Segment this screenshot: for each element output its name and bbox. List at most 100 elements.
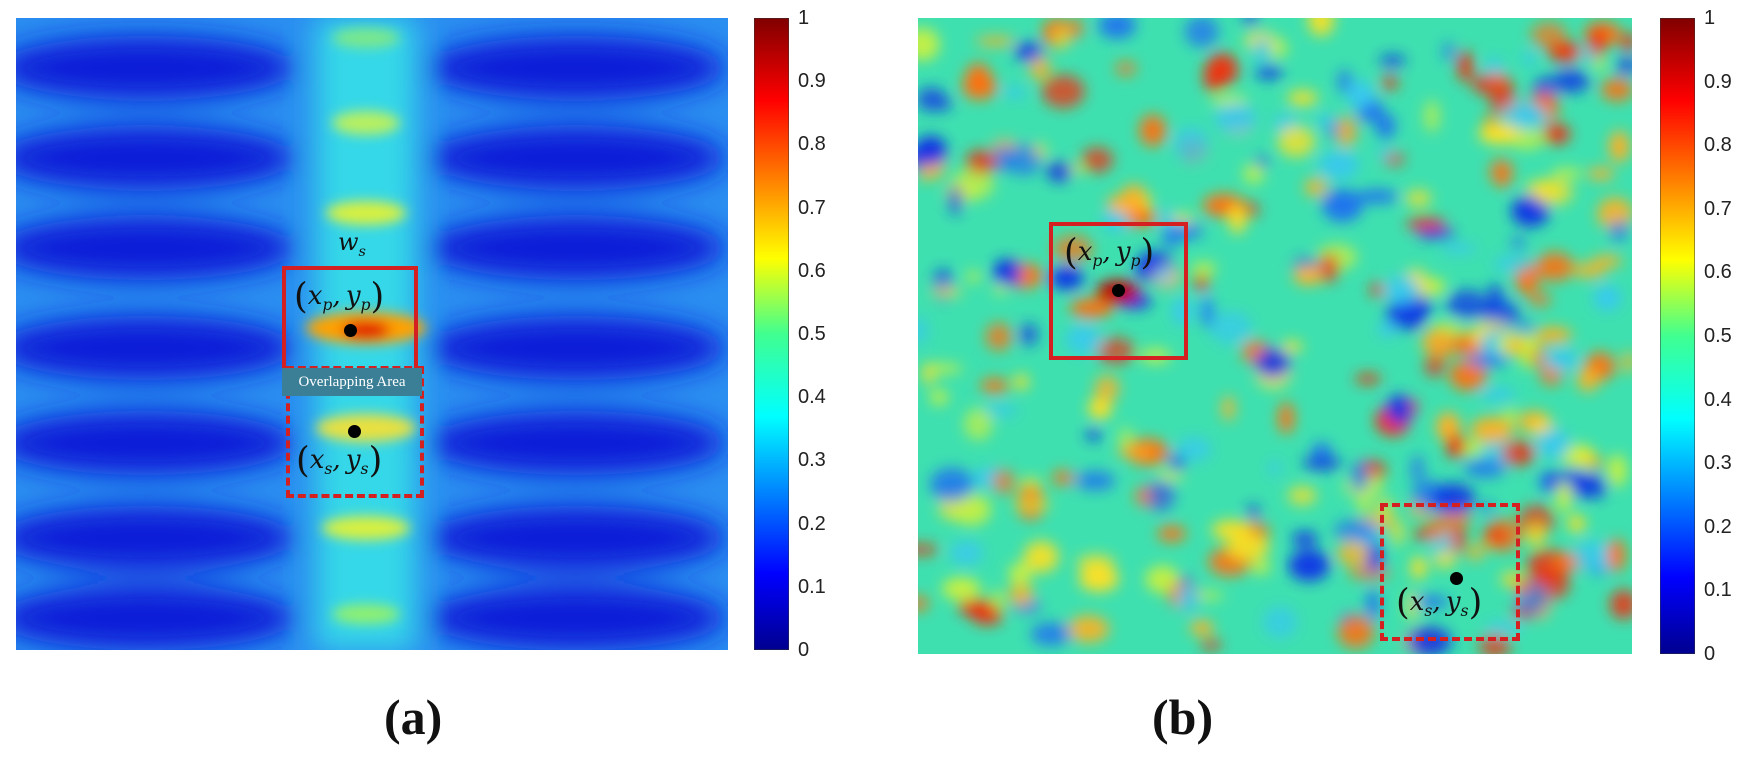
window-size-label: ws [338, 228, 366, 260]
heatmap-blob [1302, 455, 1342, 471]
heatmap-blob [918, 135, 947, 166]
heatmap-blob [1251, 560, 1271, 575]
heatmap-blob [1052, 470, 1074, 486]
secondary-point-label: (xs, ys) [296, 440, 383, 481]
heatmap-blob [1215, 103, 1256, 134]
heatmap-band [426, 216, 726, 280]
heatmap-blob [1410, 556, 1427, 579]
heatmap-blob [1478, 123, 1520, 145]
colorbar-tick-label: 0.5 [1704, 325, 1732, 347]
heatmap-peak [332, 28, 400, 48]
heatmap-blob [1065, 323, 1102, 355]
primary-point-label-b: (xp, yp) [1064, 232, 1155, 273]
heatmap-blob [992, 258, 1021, 287]
heatmap-blob [1067, 615, 1110, 643]
panel-label-a: (a) [384, 689, 443, 745]
heatmap-blob [1247, 504, 1260, 519]
heatmap-blob [1521, 49, 1538, 68]
heatmap-blob [949, 185, 963, 216]
heatmap-blob [985, 322, 1012, 351]
heatmap-blob [1593, 285, 1621, 311]
heatmap-blob [1610, 220, 1628, 242]
heatmap-blob [1483, 527, 1508, 545]
heatmap-blob [1009, 562, 1032, 586]
heatmap-band [16, 216, 296, 280]
heatmap-blob [1176, 436, 1212, 462]
heatmap-band [16, 506, 296, 570]
heatmap-blob [1503, 101, 1548, 129]
heatmap-blob [1607, 454, 1627, 488]
heatmap-blob [1609, 589, 1632, 620]
heatmap-blob [1464, 458, 1506, 479]
heatmap-blob [1391, 518, 1404, 547]
colorbar-tick-label: 0.2 [1704, 515, 1732, 538]
heatmap-blob [1493, 254, 1535, 274]
heatmap-blob [1528, 291, 1552, 307]
heatmap-blob [1115, 61, 1137, 76]
heatmap-blob [1222, 395, 1235, 421]
heatmap-blob [1209, 311, 1253, 345]
heatmap-band [426, 411, 726, 475]
heatmap-blob [1014, 42, 1043, 62]
heatmap-blob [1008, 582, 1034, 608]
heatmap-blob [1484, 57, 1504, 74]
heatmap-blob [1450, 526, 1466, 554]
heatmap-blob [1567, 514, 1586, 533]
heatmap-blob [1365, 538, 1383, 572]
heatmap-blob [949, 540, 984, 566]
panel-b: 0 0.1 0.2 0.3 0.4 0.5 0.6 0.7 0.8 0.9 1 (xp, yp) (… [900, 0, 1757, 770]
heatmap-blob [1320, 253, 1339, 283]
heatmap-blob [1518, 504, 1555, 537]
secondary-point-b [1450, 572, 1463, 585]
heatmap-blob [1262, 606, 1298, 639]
heatmap-blob [918, 317, 929, 345]
heatmap-blob [1406, 217, 1447, 232]
heatmap-band [426, 316, 726, 380]
heatmap-blob [1552, 69, 1590, 93]
heatmap-blob [1405, 189, 1432, 208]
heatmap-blob [1410, 454, 1425, 484]
colorbar-tick-label: 0.1 [798, 575, 826, 598]
heatmap-blob [1190, 620, 1214, 635]
heatmap-blob [1253, 36, 1272, 64]
heatmap-blob [1268, 460, 1281, 476]
heatmap-blob [1609, 131, 1630, 163]
heatmap-blob [918, 87, 947, 112]
heatmap-blob [1457, 51, 1474, 83]
heatmap-blob [1405, 590, 1419, 621]
heatmap-blob [1139, 114, 1167, 147]
heatmap-blob [1069, 298, 1114, 319]
heatmap-blob [1229, 204, 1246, 234]
heatmap-blob [1023, 540, 1059, 573]
heatmap-blob [1542, 123, 1571, 145]
heatmap-blob [1446, 434, 1466, 459]
heatmap-blob [1377, 321, 1397, 338]
heatmap-blob [1200, 639, 1222, 651]
heatmap-blob [1161, 224, 1181, 250]
heatmap-blob [1029, 54, 1051, 81]
heatmap-blob [1579, 448, 1597, 468]
colorbar-tick-label: 0.4 [1704, 388, 1732, 411]
heatmap-peak [332, 111, 400, 135]
heatmap-blob [1184, 18, 1219, 48]
heatmap-blob [1333, 519, 1377, 541]
heatmap-blob [1355, 189, 1398, 204]
colorbar-tick-label: 1 [1704, 7, 1716, 29]
panel-a: 0 0.1 0.2 0.3 0.4 0.5 0.6 0.7 0.8 0.9 1 ws (xp, yp… [0, 0, 860, 770]
heatmap-blob [1169, 452, 1185, 473]
heatmap-peak [332, 604, 400, 624]
heatmap-blob [1379, 54, 1406, 67]
heatmap-blob [1288, 486, 1317, 506]
heatmap-blob [1075, 471, 1116, 491]
heatmap-blob [963, 407, 993, 441]
heatmap-blob [1147, 479, 1175, 512]
heatmap-a [16, 18, 728, 650]
heatmap-blob [1526, 523, 1546, 547]
heatmap-blob [1278, 402, 1295, 434]
heatmap-blob [1318, 150, 1359, 181]
heatmap-blob [1173, 127, 1209, 162]
heatmap-blob [1277, 125, 1316, 158]
heatmap-band [426, 586, 726, 650]
heatmap-blob [1013, 499, 1052, 511]
heatmap-blob [1002, 86, 1028, 98]
